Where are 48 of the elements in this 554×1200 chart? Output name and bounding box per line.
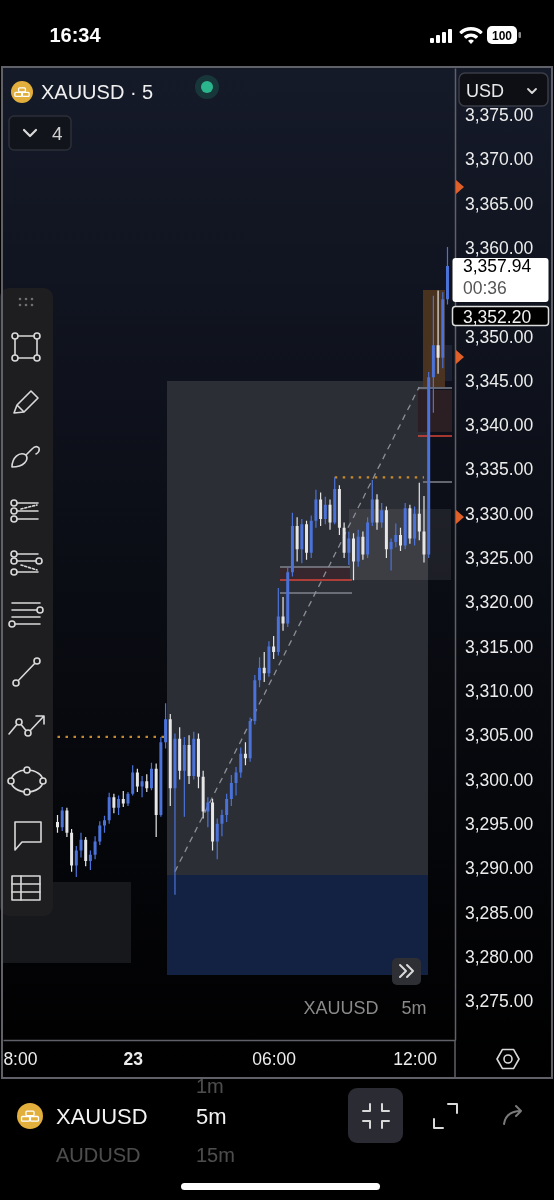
- text: 15m: [196, 1144, 235, 1166]
- x-tick-label: 23: [123, 1049, 144, 1070]
- y-tick-label: 3,305.00: [465, 725, 534, 746]
- text: USD: [466, 81, 505, 101]
- y-tick-label: 3,325.00: [465, 548, 534, 569]
- y-tick-label: 3,310.00: [465, 681, 534, 701]
- y-tick-label: 3,365.00: [465, 193, 534, 214]
- text: 5m: [196, 1104, 227, 1129]
- y-tick-label: 3,335.00: [465, 459, 534, 480]
- y-tick-label: 3,345.00: [465, 370, 534, 391]
- y-tick-label: 3,330.00: [465, 503, 534, 524]
- annotation: 4: [52, 123, 63, 144]
- candlestick: [173, 733, 177, 895]
- y-tick-label: 3,290.00: [465, 858, 534, 879]
- text: 100: [491, 28, 513, 43]
- y-tick-label: 3,375.00: [465, 105, 534, 126]
- candlestick: [281, 596, 285, 631]
- text: 00:36: [463, 278, 507, 299]
- x-tick-label: 06:00: [252, 1049, 297, 1070]
- candlestick: [422, 495, 426, 563]
- candlestick: [79, 832, 83, 858]
- y-tick-label: 3,350.00: [465, 326, 534, 347]
- y-tick-label: 3,295.00: [465, 813, 534, 834]
- y-tick-label: 3,280.00: [465, 946, 534, 967]
- x-tick-label: 8:00: [3, 1049, 38, 1070]
- text: 1m: [196, 1075, 224, 1097]
- annotation: XAUUSD: [303, 998, 379, 1018]
- y-tick-label: 3,320.00: [465, 592, 534, 613]
- text: 3,352.20: [463, 307, 532, 327]
- y-tick-label: 3,300.00: [465, 769, 534, 790]
- y-tick-label: 3,340.00: [465, 415, 534, 436]
- x-tick-label: 12:00: [393, 1049, 438, 1070]
- annotation: 5m: [401, 998, 427, 1018]
- candlestick: [140, 775, 144, 798]
- text: XAUUSD · 5: [41, 81, 154, 103]
- y-tick-label: 3,370.00: [465, 149, 534, 170]
- candlestick: [389, 538, 393, 571]
- candlestick: [436, 290, 440, 374]
- text: AUDUSD: [56, 1144, 141, 1166]
- text: 3,357.94: [463, 256, 532, 277]
- y-tick-label: 3,285.00: [465, 902, 534, 923]
- y-tick-label: 3,275.00: [465, 991, 534, 1012]
- y-tick-label: 3,360.00: [465, 237, 534, 258]
- candlestick: [220, 809, 224, 837]
- text: XAUUSD: [56, 1104, 148, 1129]
- text: 16:34: [49, 24, 102, 46]
- y-tick-label: 3,315.00: [465, 636, 534, 657]
- candlestick: [234, 767, 238, 796]
